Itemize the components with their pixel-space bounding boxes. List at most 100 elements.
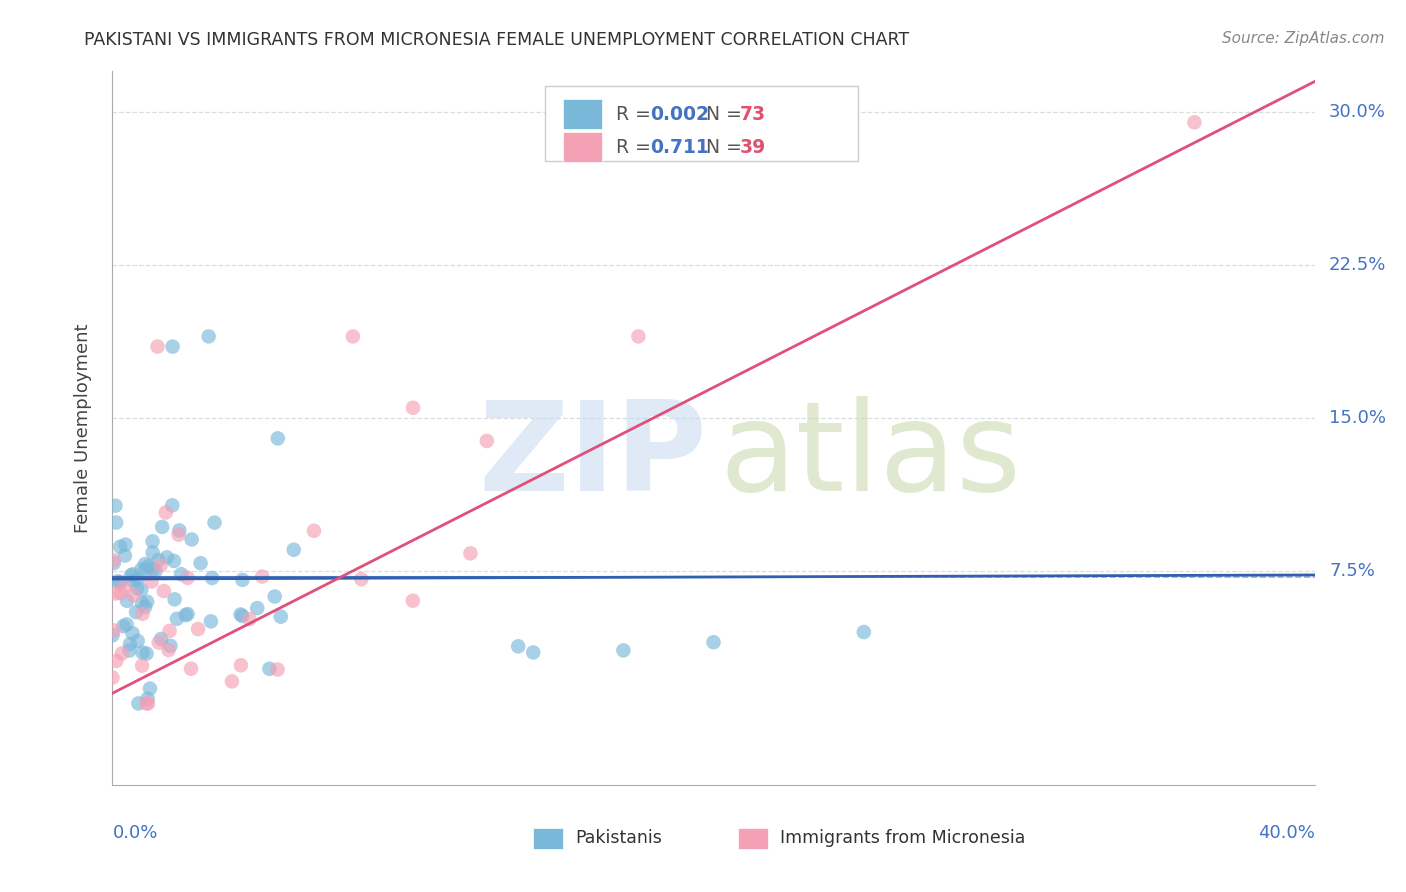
Text: 0.711: 0.711	[650, 137, 709, 157]
Point	[266, 663, 288, 677]
Point	[131, 562, 153, 576]
FancyBboxPatch shape	[564, 99, 602, 129]
Point	[460, 546, 482, 560]
Point	[852, 625, 875, 640]
Point	[104, 499, 127, 513]
Point	[180, 662, 202, 676]
Text: 0.0%: 0.0%	[112, 824, 157, 842]
Point	[150, 520, 173, 534]
Point	[204, 516, 226, 530]
Point	[229, 658, 252, 673]
Point	[402, 401, 425, 415]
Point	[703, 635, 725, 649]
Y-axis label: Female Unemployment: Female Unemployment	[73, 324, 91, 533]
Point	[131, 646, 153, 660]
Text: N =: N =	[706, 137, 748, 157]
Point	[159, 639, 181, 653]
Point	[259, 662, 281, 676]
Point	[138, 558, 160, 573]
Point	[145, 564, 167, 578]
Point	[103, 553, 125, 567]
Point	[141, 563, 163, 577]
Point	[135, 647, 157, 661]
FancyBboxPatch shape	[546, 86, 858, 161]
Point	[127, 572, 149, 586]
Point	[136, 697, 159, 711]
FancyBboxPatch shape	[564, 132, 602, 162]
Text: Source: ZipAtlas.com: Source: ZipAtlas.com	[1222, 31, 1385, 46]
Point	[176, 607, 198, 621]
FancyBboxPatch shape	[533, 828, 564, 849]
Point	[142, 545, 165, 559]
Point	[127, 634, 149, 648]
Point	[127, 697, 149, 711]
Point	[402, 593, 425, 607]
Point	[107, 574, 129, 589]
Point	[142, 534, 165, 549]
Point	[163, 554, 186, 568]
Point	[148, 553, 170, 567]
Point	[174, 608, 197, 623]
Point	[170, 567, 193, 582]
Point	[112, 619, 135, 633]
Text: 73: 73	[740, 104, 766, 124]
Point	[111, 646, 134, 660]
Point	[103, 624, 125, 638]
Point	[115, 617, 138, 632]
Point	[136, 595, 159, 609]
Point	[135, 697, 157, 711]
Point	[163, 592, 186, 607]
Point	[231, 608, 253, 623]
Point	[118, 637, 141, 651]
Point	[180, 533, 202, 547]
Point	[131, 596, 153, 610]
Point	[159, 624, 181, 638]
Point	[201, 571, 224, 585]
Point	[105, 516, 128, 530]
Text: 15.0%: 15.0%	[1329, 409, 1386, 427]
Point	[105, 654, 128, 668]
Point	[250, 569, 273, 583]
Point	[127, 582, 149, 596]
Point	[129, 582, 152, 597]
Point	[108, 540, 131, 554]
Point	[122, 588, 145, 602]
Point	[270, 609, 292, 624]
Text: Pakistanis: Pakistanis	[575, 830, 662, 847]
Point	[157, 643, 180, 657]
Point	[155, 506, 177, 520]
Point	[221, 674, 243, 689]
Text: 0.002: 0.002	[650, 104, 709, 124]
Text: PAKISTANI VS IMMIGRANTS FROM MICRONESIA FEMALE UNEMPLOYMENT CORRELATION CHART: PAKISTANI VS IMMIGRANTS FROM MICRONESIA …	[84, 31, 910, 49]
Point	[131, 607, 153, 621]
Point	[263, 590, 285, 604]
Point	[475, 434, 498, 448]
Point	[149, 558, 172, 573]
Point	[121, 626, 143, 640]
Text: 22.5%: 22.5%	[1329, 256, 1386, 274]
Point	[125, 605, 148, 619]
Point	[104, 586, 127, 600]
Point	[156, 550, 179, 565]
Text: ZIP: ZIP	[479, 396, 707, 517]
Text: Immigrants from Micronesia: Immigrants from Micronesia	[780, 830, 1025, 847]
Point	[612, 643, 634, 657]
Text: 7.5%: 7.5%	[1329, 562, 1375, 580]
Point	[627, 329, 650, 343]
Point	[103, 556, 125, 570]
Point	[146, 340, 169, 354]
Point	[350, 572, 373, 586]
Point	[302, 524, 325, 538]
Point	[114, 581, 136, 595]
Point	[141, 574, 163, 589]
Point	[176, 571, 198, 585]
Point	[267, 431, 290, 445]
Point	[134, 557, 156, 571]
Point	[190, 556, 212, 570]
Text: atlas: atlas	[720, 396, 1022, 517]
Point	[120, 568, 142, 582]
Text: R =: R =	[616, 137, 657, 157]
Point	[135, 563, 157, 577]
Text: 39: 39	[740, 137, 766, 157]
Point	[136, 691, 159, 706]
